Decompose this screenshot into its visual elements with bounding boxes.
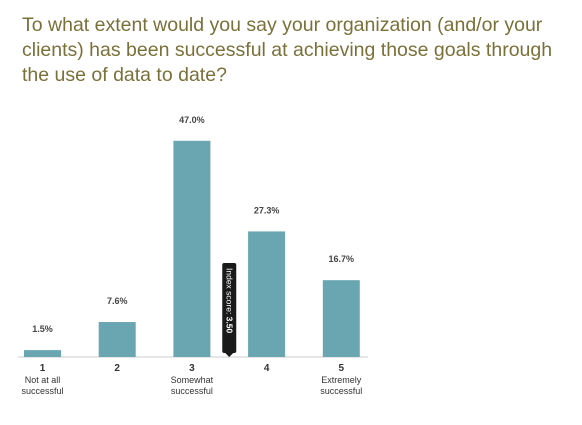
category-label-1: 1: [40, 363, 46, 374]
category-label-3: 3: [189, 363, 195, 374]
bar-3: [173, 140, 211, 357]
index-score-label: Index score:: [224, 268, 234, 317]
category-label-2: 2: [114, 363, 120, 374]
value-label-5: 16.7%: [329, 254, 355, 264]
category-sublabel-3-1: Somewhat: [171, 375, 214, 385]
question-title: To what extent would you say your organi…: [22, 14, 553, 86]
value-label-1: 1.5%: [32, 324, 53, 334]
category-sublabel-5-1: Extremely: [321, 375, 362, 385]
category-sublabel-5-2: successful: [320, 386, 362, 396]
category-sublabel-1-1: Not at all: [25, 375, 61, 385]
bar-5: [322, 280, 360, 357]
bar-4: [248, 231, 286, 357]
index-score-value: 3.50: [224, 317, 234, 334]
index-score-text: Index score: 3.50: [224, 268, 234, 333]
category-label-5: 5: [339, 363, 345, 374]
index-score-badge: [222, 263, 237, 353]
bar-1: [24, 350, 61, 357]
bar-2: [98, 322, 136, 357]
value-label-4: 27.3%: [254, 205, 280, 215]
category-sublabel-1-2: successful: [21, 386, 63, 396]
category-label-4: 4: [264, 363, 270, 374]
index-score-pointer: [225, 353, 234, 357]
value-label-2: 7.6%: [107, 296, 128, 306]
value-label-3: 47.0%: [179, 115, 205, 125]
index-score-marker: Index score: 3.50: [222, 263, 237, 357]
category-sublabel-3-2: successful: [171, 386, 213, 396]
